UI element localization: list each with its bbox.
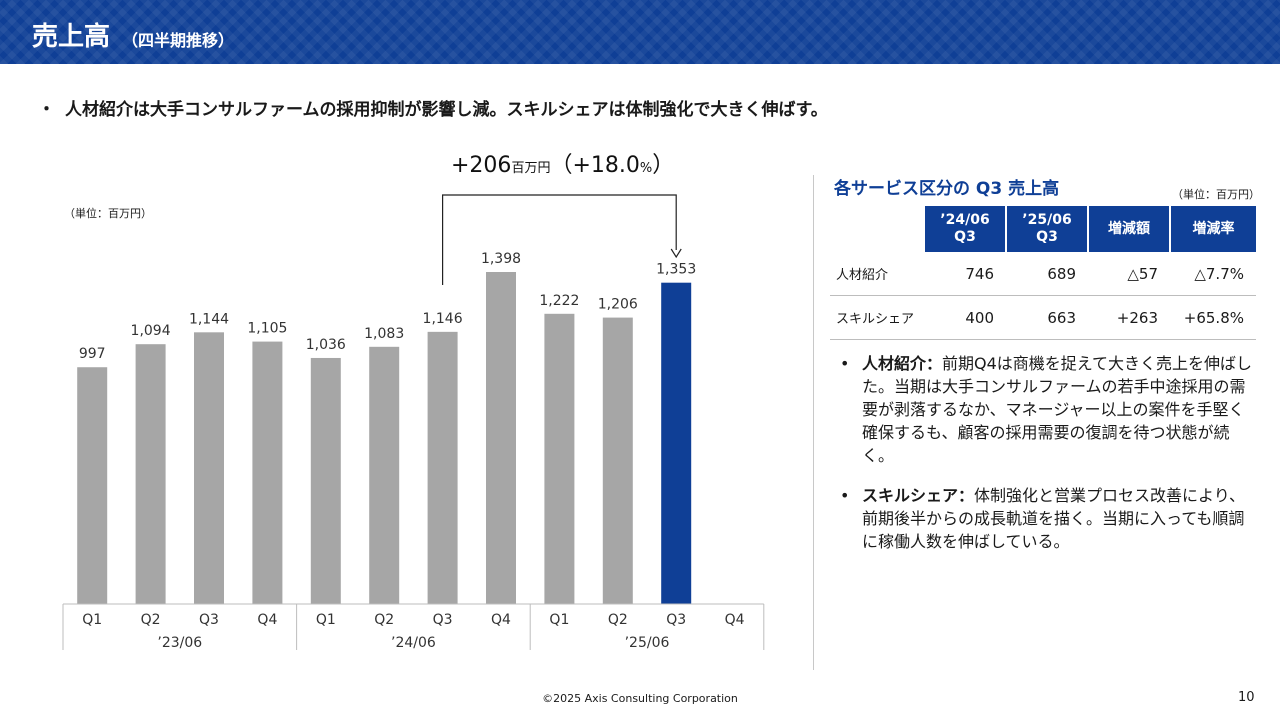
x-tick-label: Q4: [491, 612, 511, 628]
bar: [544, 313, 575, 604]
x-tick-label: Q1: [316, 612, 336, 628]
summary-bullet: ・人材紹介は大手コンサルファームの採用抑制が影響し減。スキルシェアは体制強化で大…: [38, 95, 828, 120]
bar: [194, 332, 224, 604]
revenue-bar-chart: 997 1,094 1,144 1,105 1,036 1,083 1,146 1,398 1,…: [62, 153, 765, 651]
header-col-2-line1: ’25/06: [1022, 212, 1072, 228]
commentary: • 人材紹介：前期Q4は商機を捉えて大きく売上を伸ばした。当期は大手コンサルファ…: [840, 352, 1260, 570]
x-tick-label: Q1: [549, 612, 569, 628]
service-table-unit: （単位：百万円）: [1172, 188, 1260, 201]
row-name: スキルシェア: [830, 295, 924, 340]
note-label: スキルシェア：: [862, 486, 975, 505]
page-title: 売上高: [32, 22, 111, 52]
data-label: 1,353: [656, 262, 696, 278]
divider-line: [813, 175, 814, 670]
bar: [77, 367, 108, 604]
cell-change-rate: △7.7%: [1170, 252, 1256, 296]
bar: [427, 331, 458, 604]
bar: [252, 341, 283, 604]
x-group-label: ’23/06: [157, 635, 202, 651]
x-group-label: ’25/06: [625, 635, 670, 651]
bullet-dot: ・: [38, 100, 55, 120]
note-body: 人材紹介：前期Q4は商機を捉えて大きく売上を伸ばした。当期は大手コンサルファーム…: [862, 352, 1260, 467]
data-label: 997: [79, 346, 106, 362]
growth-bracket: [442, 194, 677, 285]
header-blank: [830, 206, 924, 252]
cell-change: +263: [1088, 295, 1170, 340]
note-bullet: •: [840, 354, 850, 373]
growth-annotation: +206百万円（+18.0%）: [451, 153, 674, 178]
note-text: 前期Q4は商機を捉えて大きく売上を伸ばした。当期は大手コンサルファームの若手中途…: [862, 354, 1252, 465]
data-label: 1,398: [481, 251, 521, 267]
header-col-3: 増減額: [1087, 206, 1170, 252]
x-tick-label: Q4: [257, 612, 277, 628]
note-bullet: •: [840, 486, 850, 505]
bar: [661, 282, 692, 604]
cell-prev-q3: 746: [924, 252, 1006, 296]
note-label: 人材紹介：: [862, 354, 943, 373]
bar: [310, 357, 341, 604]
x-tick-label: Q2: [374, 612, 394, 628]
chart-unit-label: （単位：百万円）: [64, 207, 152, 220]
header-col-2: ’25/06 Q3: [1005, 206, 1088, 252]
data-label: 1,144: [189, 311, 229, 327]
header-bar: 売上高 （四半期推移）: [0, 0, 1280, 64]
data-label: 1,146: [423, 311, 463, 327]
header-col-1-line2: Q3: [954, 229, 976, 245]
x-group-label: ’24/06: [391, 635, 436, 651]
note-text: 体制強化と営業プロセス改善により、前期後半からの成長軌道を描く。当期に入っても順…: [862, 486, 1246, 551]
bar: [135, 344, 166, 604]
service-table-header: ’24/06 Q3 ’25/06 Q3 増減額 増減率: [830, 206, 1256, 252]
x-tick-label: Q2: [141, 612, 161, 628]
note-item: • 人材紹介：前期Q4は商機を捉えて大きく売上を伸ばした。当期は大手コンサルファ…: [840, 352, 1260, 467]
cell-curr-q3: 663: [1006, 295, 1088, 340]
header-col-1: ’24/06 Q3: [923, 206, 1006, 252]
summary-text: 人材紹介は大手コンサルファームの採用抑制が影響し減。スキルシェアは体制強化で大き…: [65, 100, 828, 120]
x-tick-label: Q3: [666, 612, 686, 628]
bar: [369, 346, 400, 604]
growth-arrowhead: [670, 248, 682, 259]
x-tick-label: Q1: [82, 612, 102, 628]
table-row: 人材紹介 746 689 △57 △7.7%: [830, 252, 1256, 296]
header-col-2-line2: Q3: [1036, 229, 1058, 245]
bar: [486, 272, 516, 604]
bar: [602, 317, 633, 604]
data-label: 1,105: [247, 321, 287, 337]
header-col-4: 増減率: [1169, 206, 1256, 252]
x-tick-label: Q2: [608, 612, 628, 628]
data-label: 1,094: [131, 323, 171, 339]
x-tick-label: Q4: [725, 612, 745, 628]
row-name: 人材紹介: [830, 252, 924, 296]
note-body: スキルシェア：体制強化と営業プロセス改善により、前期後半からの成長軌道を描く。当…: [862, 484, 1260, 553]
data-label: 1,206: [598, 297, 638, 313]
x-tick-label: Q3: [199, 612, 219, 628]
cell-prev-q3: 400: [924, 295, 1006, 340]
cell-change: △57: [1088, 252, 1170, 296]
page-subtitle: （四半期推移）: [122, 31, 235, 50]
service-table: ’24/06 Q3 ’25/06 Q3 増減額 増減率 人材紹介 746 689 △…: [830, 206, 1256, 340]
header-col-1-line1: ’24/06: [940, 212, 990, 228]
x-tick-label: Q3: [433, 612, 453, 628]
data-label: 1,036: [306, 337, 346, 353]
cell-curr-q3: 689: [1006, 252, 1088, 296]
copyright: ©2025 Axis Consulting Corporation: [542, 692, 738, 705]
service-table-title: 各サービス区分の Q3 売上高: [834, 179, 1060, 199]
page-number: 10: [1238, 690, 1255, 705]
note-item: • スキルシェア：体制強化と営業プロセス改善により、前期後半からの成長軌道を描く…: [840, 484, 1260, 553]
data-label: 1,083: [364, 326, 404, 342]
cell-change-rate: +65.8%: [1170, 295, 1256, 340]
table-row: スキルシェア 400 663 +263 +65.8%: [830, 295, 1256, 340]
data-label: 1,222: [539, 293, 579, 309]
